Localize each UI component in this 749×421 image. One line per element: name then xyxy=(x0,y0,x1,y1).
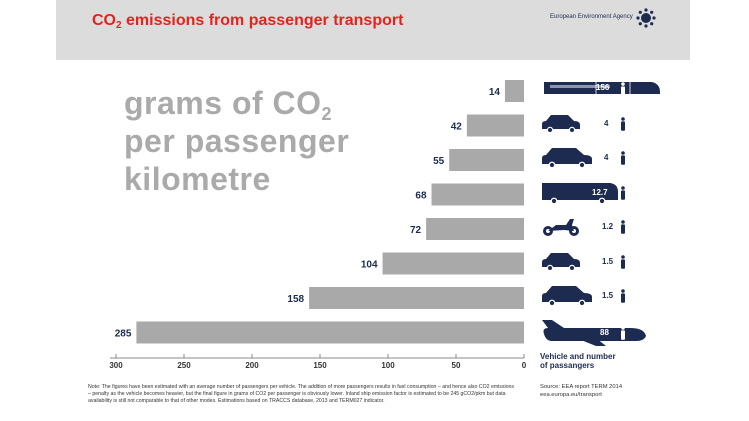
bus-icon xyxy=(540,182,620,211)
vehicle-row: 4 xyxy=(540,113,660,135)
header-banner: CO2 emissions from passenger transport E… xyxy=(56,0,690,60)
person-icon xyxy=(620,220,626,239)
bar-value-label: 104 xyxy=(361,260,378,271)
x-tick-label: 0 xyxy=(522,361,527,370)
footnote: Note: The figures have been estimated wi… xyxy=(88,384,515,404)
x-tick-label: 200 xyxy=(245,361,259,370)
bar xyxy=(382,252,524,275)
small-car-icon xyxy=(540,251,584,278)
large-car-icon xyxy=(540,285,596,312)
bar-value-label: 158 xyxy=(287,294,304,305)
person-icon xyxy=(620,289,626,308)
page-title: CO2 emissions from passenger transport xyxy=(92,12,404,31)
vehicle-row: 1.5 xyxy=(540,285,660,307)
eea-logo-icon xyxy=(636,8,656,28)
passenger-count: 1.5 xyxy=(602,256,614,266)
vehicle-row: 4 xyxy=(540,147,660,169)
vehicle-row: 1.2 xyxy=(540,216,660,238)
bar-value-label: 285 xyxy=(115,329,132,340)
source-citation: Source: EEA report TERM 2014 eea.europa.… xyxy=(540,384,623,398)
plane-icon xyxy=(540,319,650,351)
x-tick-label: 100 xyxy=(381,361,395,370)
person-icon xyxy=(620,254,626,274)
vehicle-row: 156 xyxy=(540,78,660,100)
person-icon xyxy=(620,325,626,345)
bar-value-label: 42 xyxy=(451,122,463,133)
small-car-icon xyxy=(540,113,584,140)
agency-name: European Environment Agency xyxy=(550,14,633,20)
bar xyxy=(431,183,524,206)
passenger-count: 88 xyxy=(600,327,609,337)
bar-value-label: 72 xyxy=(410,225,422,236)
vehicle-row: 12.7 xyxy=(540,182,660,204)
vehicle-row: 1.5 xyxy=(540,251,660,273)
bar-value-label: 68 xyxy=(415,191,427,202)
large-car-icon xyxy=(540,147,596,174)
x-tick-label: 300 xyxy=(109,361,123,370)
person-icon xyxy=(620,82,626,101)
passenger-count: 12.7 xyxy=(592,187,608,197)
x-tick-label: 150 xyxy=(313,361,327,370)
x-tick-label: 250 xyxy=(177,361,191,370)
x-tick-label: 50 xyxy=(452,361,461,370)
bar xyxy=(504,80,524,102)
passenger-count: 1.2 xyxy=(602,222,614,231)
passenger-count: 4 xyxy=(604,153,609,162)
y-axis-big-label: grams of CO2 per passenger kilometre xyxy=(124,85,350,197)
motorcycle-icon xyxy=(540,216,584,243)
bar-value-label: 55 xyxy=(433,156,445,167)
vehicle-legend-title: Vehicle and number of passangers xyxy=(540,352,616,371)
bar xyxy=(309,287,524,309)
vehicle-row: 88 xyxy=(540,319,660,346)
bar-value-label: 14 xyxy=(489,87,501,98)
person-icon xyxy=(620,116,626,136)
bar xyxy=(136,321,524,344)
person-icon xyxy=(620,185,626,205)
bar xyxy=(449,149,524,171)
train-icon xyxy=(540,78,660,105)
bar xyxy=(466,114,524,137)
passenger-count: 156 xyxy=(596,83,610,92)
person-icon xyxy=(620,151,626,170)
passenger-count: 1.5 xyxy=(602,291,614,300)
bar xyxy=(426,218,524,240)
passenger-count: 4 xyxy=(604,118,609,128)
